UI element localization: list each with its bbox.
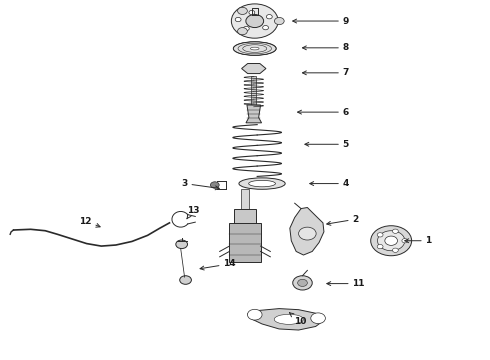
Circle shape bbox=[263, 26, 269, 30]
Bar bbox=[234, 208, 256, 243]
Circle shape bbox=[231, 4, 278, 38]
Text: 6: 6 bbox=[297, 108, 349, 117]
Circle shape bbox=[235, 17, 241, 22]
Circle shape bbox=[249, 10, 255, 15]
Polygon shape bbox=[246, 105, 262, 123]
Circle shape bbox=[392, 248, 398, 252]
Ellipse shape bbox=[233, 42, 276, 55]
Circle shape bbox=[298, 227, 316, 240]
Bar bbox=[229, 223, 261, 262]
Text: 12: 12 bbox=[79, 217, 100, 227]
Text: 9: 9 bbox=[293, 17, 349, 26]
Circle shape bbox=[244, 26, 249, 31]
Circle shape bbox=[392, 229, 398, 233]
Text: 2: 2 bbox=[327, 215, 359, 225]
Text: 1: 1 bbox=[405, 236, 432, 245]
Circle shape bbox=[210, 182, 219, 188]
Text: 14: 14 bbox=[200, 260, 236, 270]
Text: 11: 11 bbox=[327, 279, 365, 288]
Text: 3: 3 bbox=[182, 179, 219, 190]
Circle shape bbox=[293, 276, 312, 290]
Circle shape bbox=[267, 14, 272, 19]
Circle shape bbox=[371, 226, 412, 256]
Circle shape bbox=[246, 14, 264, 28]
Circle shape bbox=[385, 236, 397, 246]
Text: 7: 7 bbox=[302, 68, 349, 77]
Circle shape bbox=[402, 239, 408, 243]
Circle shape bbox=[180, 276, 192, 284]
Polygon shape bbox=[247, 309, 324, 330]
Polygon shape bbox=[242, 63, 266, 73]
Ellipse shape bbox=[248, 180, 275, 187]
Polygon shape bbox=[290, 207, 324, 255]
Circle shape bbox=[377, 231, 405, 251]
Ellipse shape bbox=[250, 47, 259, 50]
Ellipse shape bbox=[239, 178, 285, 189]
Circle shape bbox=[176, 240, 188, 249]
Text: 5: 5 bbox=[305, 140, 349, 149]
Circle shape bbox=[377, 244, 383, 249]
Circle shape bbox=[311, 313, 325, 324]
Circle shape bbox=[377, 233, 383, 237]
Circle shape bbox=[247, 309, 262, 320]
Circle shape bbox=[238, 28, 247, 35]
Text: 4: 4 bbox=[310, 179, 349, 188]
Bar bbox=[241, 189, 249, 208]
Text: 10: 10 bbox=[290, 313, 306, 325]
Text: 13: 13 bbox=[187, 206, 199, 219]
Circle shape bbox=[297, 279, 307, 287]
Ellipse shape bbox=[274, 314, 303, 324]
Circle shape bbox=[238, 7, 247, 14]
Bar bbox=[251, 76, 256, 107]
Text: 8: 8 bbox=[302, 43, 349, 52]
Circle shape bbox=[274, 18, 284, 24]
